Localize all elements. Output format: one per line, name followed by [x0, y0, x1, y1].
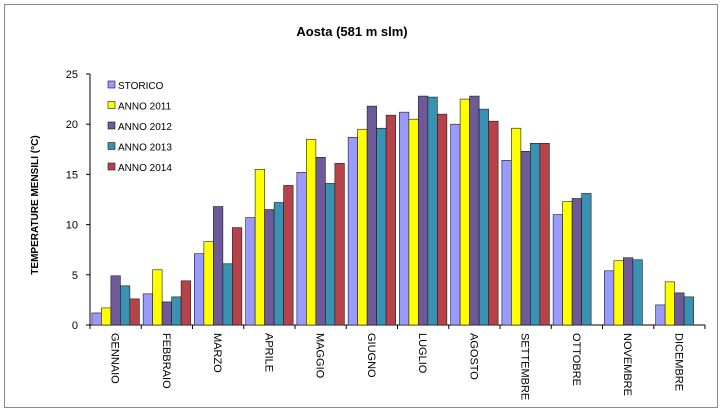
bar	[450, 123, 461, 326]
x-category-label: DICEMBRE	[672, 333, 684, 391]
bar	[530, 142, 541, 326]
bar	[101, 307, 112, 326]
bar	[623, 257, 634, 326]
bar	[539, 142, 550, 326]
x-category-label: MARZO	[211, 333, 223, 373]
y-tick-label: 5	[72, 270, 78, 282]
bar	[180, 280, 191, 326]
y-tick-label: 25	[66, 69, 78, 81]
bar	[571, 198, 582, 326]
legend-label: STORICO	[118, 81, 164, 92]
x-category-label: OTTOBRE	[570, 333, 582, 386]
legend-label: ANNO 2012	[118, 122, 172, 133]
bar	[604, 270, 615, 326]
bar	[427, 96, 438, 326]
bar	[399, 111, 410, 326]
bar	[203, 241, 214, 326]
bar	[408, 118, 419, 326]
bar	[283, 185, 294, 326]
bar	[511, 127, 522, 326]
bar	[632, 259, 643, 326]
bar	[161, 301, 172, 326]
x-category-label: MAGGIO	[314, 333, 326, 379]
bar	[655, 304, 666, 326]
bar	[142, 293, 153, 326]
bar	[334, 163, 345, 326]
bar	[469, 95, 480, 326]
bar	[296, 172, 307, 326]
bar	[357, 128, 368, 326]
bar	[501, 160, 512, 326]
bar	[110, 275, 121, 326]
legend-label: ANNO 2014	[118, 163, 172, 174]
bar	[129, 298, 140, 326]
bar	[581, 193, 592, 326]
y-ticks: 0 5 10 15 20 25	[66, 69, 90, 332]
legend-swatch	[107, 142, 116, 150]
legend-swatch	[107, 80, 116, 89]
y-tick-label: 15	[66, 169, 78, 181]
legend-swatch	[107, 162, 116, 171]
y-tick-label: 20	[66, 119, 78, 131]
bar	[120, 285, 131, 326]
x-category-label: LUGLIO	[416, 333, 428, 374]
bar	[488, 120, 499, 326]
bar	[683, 296, 694, 326]
bar	[385, 114, 396, 326]
chart-title: Aosta (581 m slm)	[296, 24, 407, 39]
bar	[347, 136, 358, 326]
x-category-label: GIUGNO	[365, 333, 377, 378]
bar	[232, 227, 243, 326]
bar	[213, 206, 224, 326]
bar	[459, 98, 470, 326]
x-category-label: SETTEMBRE	[519, 333, 531, 400]
bar	[478, 108, 489, 326]
bar	[520, 151, 531, 326]
x-category-label: NOVEMBRE	[621, 333, 633, 396]
y-tick-label: 0	[72, 320, 78, 332]
bar	[562, 201, 573, 326]
bar	[306, 138, 317, 326]
bar	[91, 312, 102, 326]
legend-swatch	[107, 121, 116, 130]
bar	[264, 209, 275, 326]
bar	[376, 127, 387, 326]
bar	[273, 202, 284, 326]
bar	[366, 105, 377, 326]
bar	[552, 214, 563, 326]
bar	[254, 169, 265, 326]
x-category-label: APRILE	[262, 333, 274, 372]
bar	[315, 157, 326, 326]
y-axis-label: TEMPERATURE MENSILI (°C)	[30, 135, 41, 274]
bar	[171, 296, 182, 326]
x-category-label: GENNAIO	[109, 333, 121, 384]
bar	[418, 95, 429, 326]
bar	[152, 269, 163, 326]
bars	[91, 95, 694, 326]
bar	[325, 183, 336, 326]
bar	[437, 113, 448, 326]
bar	[245, 217, 256, 326]
x-category-label: FEBBRAIO	[160, 333, 172, 389]
x-category-label: AGOSTO	[467, 333, 479, 380]
legend-label: ANNO 2011	[118, 102, 172, 113]
bar	[674, 292, 685, 326]
x-category-labels: GENNAIO FEBBRAIO MARZO APRILE MAGGIO GIUGNO LU…	[89, 325, 706, 400]
bar	[194, 253, 205, 326]
bar	[222, 263, 233, 326]
legend-swatch	[107, 101, 116, 109]
bar	[613, 260, 624, 326]
legend: STORICO ANNO 2011 ANNO 2012 ANNO 2013 ANNO 2…	[107, 80, 172, 174]
y-tick-label: 10	[66, 220, 78, 232]
chart-frame	[4, 4, 718, 408]
legend-label: ANNO 2013	[118, 143, 172, 154]
bar	[664, 281, 675, 326]
